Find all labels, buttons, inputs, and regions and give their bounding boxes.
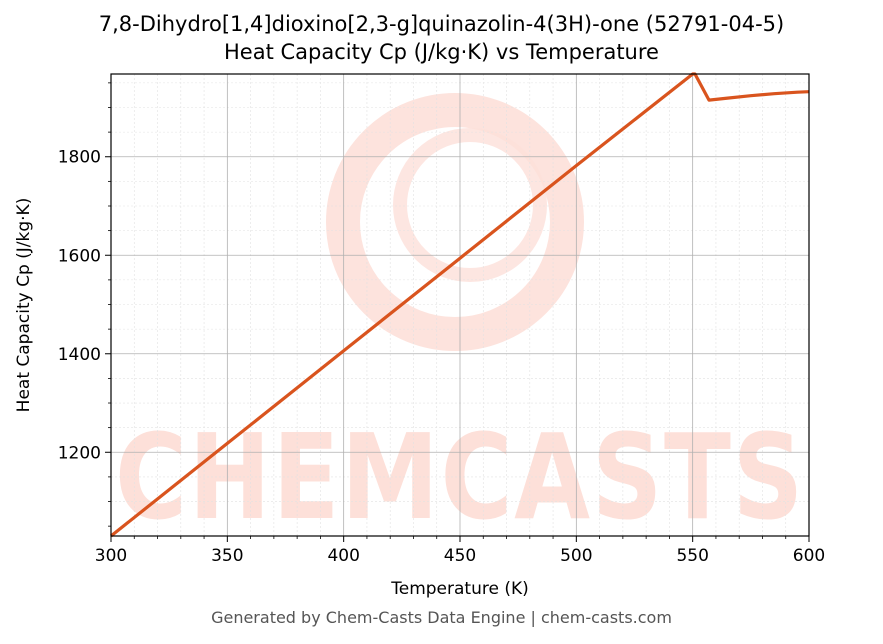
footer-credit: Generated by Chem-Casts Data Engine | ch… [211,608,672,627]
watermark-swirl-inner [393,128,547,282]
y-axis-label: Heat Capacity Cp (J/kg·K) [14,198,34,413]
major-grid [110,74,810,536]
y-tick-label: 1400 [58,345,101,365]
chart-title: 7,8-Dihydro[1,4]dioxino[2,3-g]quinazolin… [98,12,785,36]
x-tick-label: 450 [444,546,476,566]
chart-subtitle: Heat Capacity Cp (J/kg·K) vs Temperature [224,40,659,64]
x-tick-label: 550 [676,546,708,566]
x-tick-label: 400 [327,546,359,566]
watermark-swirl [326,93,584,351]
x-tick-label: 300 [95,546,127,566]
y-tick-label: 1800 [58,148,101,168]
x-tick-label: 600 [793,546,825,566]
axis-ticks: 300 350 400 450 500 550 600 1200 1400 1600 1800 [58,82,825,566]
y-tick-label: 1600 [58,246,101,266]
y-tick-label: 1200 [58,443,101,463]
x-axis-label: Temperature (K) [390,579,529,599]
x-tick-label: 350 [211,546,243,566]
x-tick-label: 500 [560,546,592,566]
